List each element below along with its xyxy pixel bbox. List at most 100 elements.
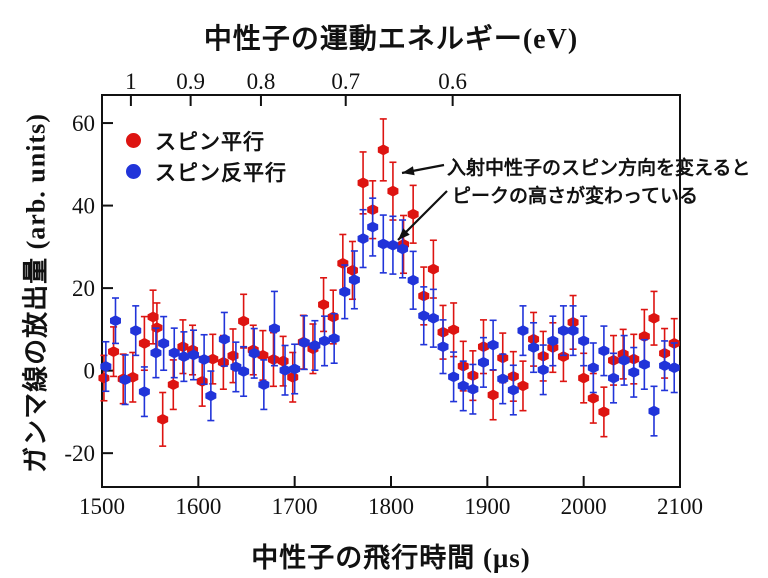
- top-tick-label: 0.8: [247, 69, 276, 94]
- data-point-spin-antiparallel: [289, 363, 301, 375]
- data-point-spin-antiparallel: [497, 373, 509, 385]
- data-point-spin-antiparallel: [567, 325, 579, 337]
- data-point-spin-parallel: [157, 413, 169, 425]
- data-point-spin-antiparallel: [298, 337, 310, 348]
- data-point-spin-parallel: [598, 406, 610, 418]
- data-point-spin-antiparallel: [618, 354, 630, 366]
- legend-marker-blue-icon: [126, 164, 141, 179]
- top-axis-title: 中性子の運動エネルギー(eV): [203, 24, 579, 55]
- legend-item-spin-antiparallel: スピン反平行: [126, 159, 287, 185]
- data-point-spin-antiparallel: [487, 339, 499, 351]
- data-point-spin-parallel: [357, 177, 369, 189]
- data-point-spin-antiparallel: [648, 405, 660, 417]
- top-tick-label: 0.7: [331, 69, 360, 94]
- data-point-spin-parallel: [277, 355, 289, 367]
- data-point-spin-antiparallel: [319, 335, 331, 347]
- x-tick-label: 2000: [561, 494, 607, 519]
- data-point-spin-antiparallel: [557, 325, 569, 337]
- data-point-spin-parallel: [638, 330, 650, 342]
- data-point-spin-parallel: [138, 338, 150, 349]
- data-point-spin-parallel: [147, 311, 159, 323]
- data-point-spin-antiparallel: [457, 380, 469, 392]
- data-point-spin-antiparallel: [205, 390, 217, 402]
- y-axis-title: ガンマ線の放出量 (arb. units): [21, 113, 51, 473]
- data-point-spin-parallel: [427, 263, 439, 275]
- data-point-spin-antiparallel: [158, 338, 170, 349]
- x-tick-label: 1700: [272, 494, 318, 519]
- data-point-spin-antiparallel: [188, 349, 200, 361]
- data-point-spin-parallel: [487, 389, 499, 401]
- data-point-spin-antiparallel: [427, 312, 439, 324]
- data-point-spin-parallel: [448, 324, 460, 336]
- peak-annotation-line1: 入射中性子のスピン方向を変えると: [447, 158, 751, 179]
- peak-annotation-line2: ピークの高さが変わっている: [452, 186, 699, 207]
- y-tick-label: 20: [72, 276, 95, 301]
- x-axis-title: 中性子の飛行時間 (μs): [251, 543, 531, 573]
- data-point-spin-antiparallel: [537, 364, 549, 376]
- data-point-spin-antiparallel: [528, 342, 540, 353]
- data-point-spin-antiparallel: [130, 325, 142, 337]
- data-point-spin-antiparallel: [578, 335, 590, 347]
- data-point-spin-antiparallel: [638, 359, 650, 370]
- data-point-spin-antiparallel: [178, 351, 190, 363]
- top-tick-label: 0.9: [176, 69, 205, 94]
- data-point-spin-parallel: [257, 349, 269, 361]
- y-tick-label: 60: [72, 111, 95, 136]
- data-point-spin-antiparallel: [248, 347, 260, 359]
- data-point-spin-antiparallel: [477, 356, 489, 368]
- data-point-spin-antiparallel: [119, 374, 131, 386]
- data-point-spin-antiparallel: [348, 274, 360, 286]
- x-tick-label: 1600: [175, 494, 221, 519]
- data-point-spin-antiparallel: [668, 362, 680, 374]
- x-tick-label: 2100: [657, 494, 703, 519]
- data-point-spin-antiparallel: [517, 325, 529, 337]
- x-tick-label: 1900: [464, 494, 510, 519]
- legend: スピン平行 スピン反平行: [126, 128, 287, 190]
- x-tick-label: 1500: [79, 494, 125, 519]
- data-point-spin-antiparallel: [598, 345, 610, 357]
- data-point-spin-antiparallel: [547, 335, 559, 347]
- y-tick-label: 40: [72, 194, 95, 219]
- legend-item-spin-parallel: スピン平行: [126, 128, 287, 154]
- data-point-spin-antiparallel: [100, 361, 112, 372]
- annotation-arrow-to-red-peak-head: [402, 166, 415, 176]
- data-point-spin-parallel: [267, 354, 279, 365]
- legend-label-spin-antiparallel: スピン反平行: [155, 160, 287, 185]
- data-point-spin-antiparallel: [339, 286, 351, 298]
- data-point-spin-antiparallel: [138, 386, 150, 398]
- y-tick-label: 0: [84, 359, 96, 384]
- data-point-spin-parallel: [517, 380, 529, 392]
- data-point-spin-antiparallel: [437, 341, 449, 353]
- data-point-spin-parallel: [327, 311, 339, 323]
- data-point-spin-antiparallel: [198, 354, 210, 365]
- top-tick-label: 0.6: [438, 69, 467, 94]
- data-point-spin-parallel: [578, 372, 590, 384]
- data-point-spin-antiparallel: [507, 384, 519, 396]
- data-point-spin-parallel: [318, 299, 330, 311]
- data-point-spin-parallel: [346, 264, 358, 276]
- data-point-spin-parallel: [377, 144, 389, 156]
- data-point-spin-parallel: [98, 372, 110, 384]
- data-point-spin-parallel: [217, 356, 229, 368]
- data-point-spin-parallel: [287, 371, 299, 383]
- data-point-spin-parallel: [387, 185, 399, 197]
- data-point-spin-antiparallel: [387, 239, 399, 251]
- data-point-spin-antiparallel: [587, 362, 599, 374]
- data-point-spin-antiparallel: [659, 360, 671, 372]
- data-point-spin-parallel: [238, 315, 250, 327]
- data-point-spin-antiparallel: [418, 310, 430, 322]
- data-point-spin-parallel: [167, 379, 179, 391]
- legend-marker-red-icon: [126, 133, 141, 148]
- data-point-spin-antiparallel: [258, 379, 270, 391]
- data-point-spin-antiparallel: [150, 347, 162, 359]
- data-point-spin-parallel: [648, 312, 660, 324]
- legend-label-spin-parallel: スピン平行: [155, 129, 265, 154]
- data-point-spin-parallel: [407, 208, 419, 220]
- data-point-spin-antiparallel: [238, 366, 250, 377]
- data-point-spin-antiparallel: [309, 340, 321, 351]
- peak-annotation: 入射中性子のスピン方向を変えると ピークの高さが変わっている: [447, 155, 750, 211]
- data-point-spin-antiparallel: [397, 243, 409, 255]
- y-tick-label: -20: [64, 441, 95, 466]
